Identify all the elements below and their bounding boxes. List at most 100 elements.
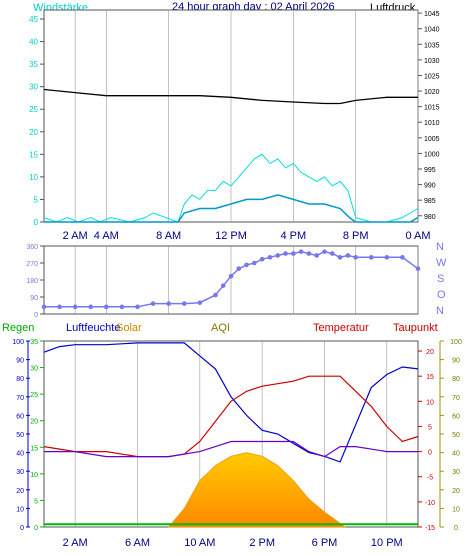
solar-label: Solar xyxy=(116,322,142,334)
pressure-y-tick-label: 1015 xyxy=(424,105,440,112)
solar-y-tick-label: 10 xyxy=(452,506,460,513)
solar-y-tick-label: 0 xyxy=(454,525,458,532)
climate-x-tick-label: 10 PM xyxy=(371,537,403,549)
climate-x-tick-label: 6 AM xyxy=(125,537,150,549)
direction-y-tick-label: 360 xyxy=(26,244,38,251)
wind-y-tick-label: 10 xyxy=(29,173,38,182)
pressure-y-tick-label: 1025 xyxy=(424,73,440,80)
rain-y-tick-label: 25 xyxy=(30,392,38,399)
direction-y-tick-label: 90 xyxy=(30,295,38,302)
solar-y-tick-label: 60 xyxy=(452,413,460,420)
solar-y-tick-label: 90 xyxy=(452,358,460,365)
rain-y-tick-label: 30 xyxy=(30,366,38,373)
solar-area xyxy=(167,452,346,528)
pressure-y-tick-label: 995 xyxy=(424,167,436,174)
pressure-y-tick-label: 1020 xyxy=(424,89,440,96)
direction-y-tick-label: 270 xyxy=(26,261,38,268)
wind-x-tick-label: 8 AM xyxy=(156,230,181,242)
humidity-y-tick-label: 100 xyxy=(12,339,24,346)
humidity-y-tick-label: 90 xyxy=(16,358,24,365)
wind-y-tick-label: 30 xyxy=(29,83,38,92)
pressure-y-tick-label: 1040 xyxy=(424,27,440,34)
humidity-y-tick-label: 80 xyxy=(16,376,24,383)
temperature-y-tick-label: -10 xyxy=(425,500,435,507)
solar-y-tick-label: 70 xyxy=(452,395,460,402)
wind-y-tick-label: 35 xyxy=(29,60,38,69)
wind-y-tick-label: 25 xyxy=(29,105,38,114)
direction-series xyxy=(44,250,419,308)
direction-label-n-top: N xyxy=(436,241,444,253)
temperature-y-tick-label: 0 xyxy=(428,450,432,457)
wind-x-tick-label: 4 PM xyxy=(280,230,306,242)
direction-label-n-bottom: N xyxy=(436,305,444,317)
solar-y-tick-label: 100 xyxy=(450,339,462,346)
humidity-y-tick-label: 10 xyxy=(16,506,24,513)
rain-label: Regen xyxy=(2,322,34,334)
pressure-y-tick-label: 1000 xyxy=(424,151,440,158)
wind-x-tick-label: 4 AM xyxy=(94,230,119,242)
direction-label-s: S xyxy=(437,273,444,285)
wind-x-tick-label: 12 PM xyxy=(215,230,247,242)
temperature-y-tick-label: 20 xyxy=(426,349,434,356)
pressure-y-tick-label: 1010 xyxy=(424,120,440,127)
solar-y-tick-label: 20 xyxy=(452,488,460,495)
humidity-y-tick-label: 70 xyxy=(16,395,24,402)
humidity-y-tick-label: 30 xyxy=(16,469,24,476)
pressure-y-tick-label: 985 xyxy=(424,198,436,205)
humidity-y-tick-label: 0 xyxy=(20,525,24,532)
wind-x-tick-label: 8 PM xyxy=(343,230,369,242)
wind-gust-series xyxy=(43,153,419,223)
rain-y-tick-label: 35 xyxy=(30,339,38,346)
direction-label-w: W xyxy=(436,257,447,269)
rain-y-tick-label: 5 xyxy=(34,498,38,505)
solar-y-tick-label: 80 xyxy=(452,376,460,383)
rain-y-tick-label: 15 xyxy=(30,445,38,452)
wind-y-tick-label: 20 xyxy=(29,128,38,137)
solar-y-tick-label: 50 xyxy=(452,432,460,439)
climate-x-tick-label: 10 AM xyxy=(184,537,215,549)
rain-y-tick-label: 0 xyxy=(34,525,38,532)
wind-y-tick-label: 0 xyxy=(34,218,39,227)
dewpoint-label: Taupunkt xyxy=(393,322,438,334)
pressure-series xyxy=(43,88,418,105)
temperature-y-tick-label: 15 xyxy=(426,374,434,381)
pressure-y-tick-label: 1035 xyxy=(424,42,440,49)
temperature-y-tick-label: -15 xyxy=(425,525,435,532)
temperature-label: Temperatur xyxy=(313,322,369,334)
pressure-y-tick-label: 1030 xyxy=(424,58,440,65)
humidity-label: Luftfeuchte xyxy=(66,322,120,334)
aqi-label: AQI xyxy=(211,322,230,334)
wind-y-tick-label: 40 xyxy=(29,38,38,47)
dewpoint-series xyxy=(44,440,418,458)
humidity-y-tick-label: 40 xyxy=(16,451,24,458)
wind-x-tick-label: 0 AM xyxy=(405,230,430,242)
pressure-y-tick-label: 1045 xyxy=(424,11,440,18)
humidity-series xyxy=(43,342,419,463)
wind-x-tick-label: 2 AM xyxy=(63,230,88,242)
direction-y-tick-label: 180 xyxy=(26,278,38,285)
temperature-y-tick-label: 5 xyxy=(428,424,432,431)
humidity-y-tick-label: 60 xyxy=(16,413,24,420)
pressure-y-tick-label: 990 xyxy=(424,183,436,190)
solar-y-tick-label: 40 xyxy=(452,451,460,458)
wind-y-tick-label: 45 xyxy=(29,15,38,24)
pressure-y-tick-label: 1005 xyxy=(424,136,440,143)
humidity-y-tick-label: 20 xyxy=(16,488,24,495)
temperature-y-tick-label: 10 xyxy=(426,399,434,406)
climate-x-tick-label: 6 PM xyxy=(312,537,338,549)
humidity-y-tick-label: 50 xyxy=(16,432,24,439)
pressure-y-tick-label: 980 xyxy=(424,214,436,221)
rain-y-tick-label: 10 xyxy=(30,472,38,479)
temperature-y-tick-label: -5 xyxy=(427,475,433,482)
climate-x-tick-label: 2 AM xyxy=(63,537,88,549)
direction-label-o: O xyxy=(437,289,446,301)
wind-average-series xyxy=(44,194,419,223)
direction-y-tick-label: 0 xyxy=(34,312,38,319)
solar-y-tick-label: 30 xyxy=(452,469,460,476)
wind-y-tick-label: 15 xyxy=(29,150,38,159)
climate-x-tick-label: 2 PM xyxy=(249,537,275,549)
rain-y-tick-label: 20 xyxy=(30,419,38,426)
wind-y-tick-label: 5 xyxy=(34,195,39,204)
